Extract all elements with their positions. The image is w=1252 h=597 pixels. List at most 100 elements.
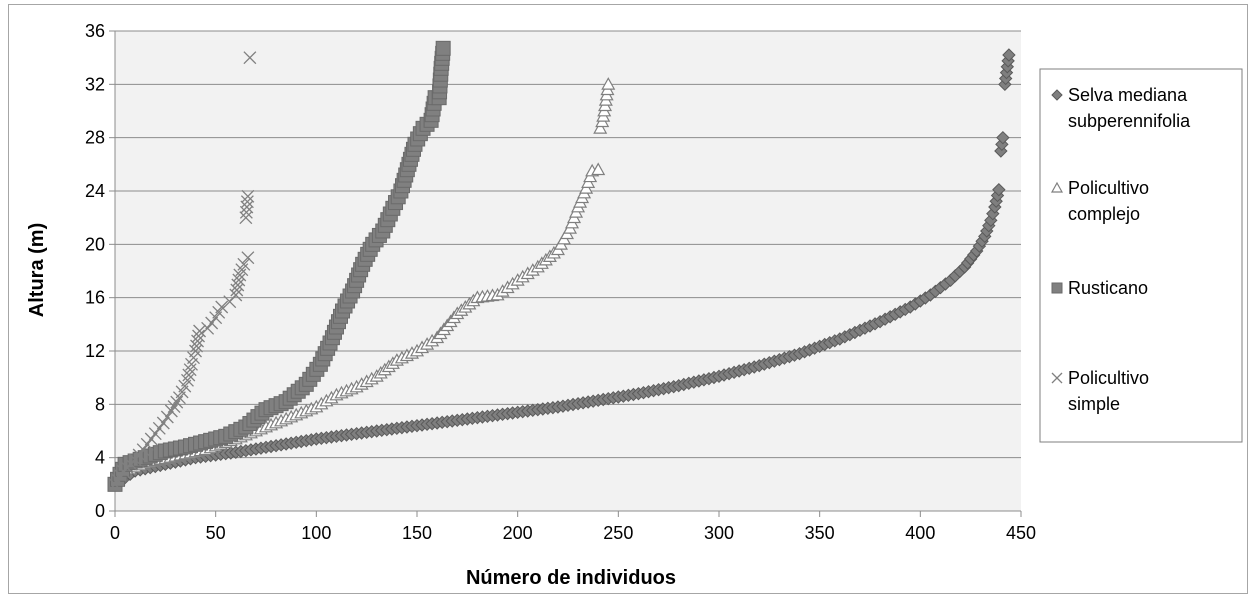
legend-label-3: Policultivo: [1068, 368, 1149, 388]
policultivo-simple-point: [193, 324, 207, 338]
rusticano-point: [435, 40, 451, 56]
policultivo-simple-point: [160, 410, 174, 424]
y-tick-label: 28: [85, 128, 105, 148]
y-axis-label: Altura (m): [26, 223, 48, 317]
legend-label-2: Rusticano: [1068, 278, 1148, 298]
x-stroke: [152, 421, 166, 435]
legend-box: [1039, 68, 1243, 443]
legend-marker-3: [1051, 372, 1063, 384]
y-tick-label: 0: [95, 501, 105, 521]
legend: Selva mediana subperennifolia Policultivo c…: [1039, 68, 1243, 443]
policultivo-simple-point: [241, 189, 255, 203]
policultivo-simple-point: [144, 432, 158, 446]
policultivo-simple-point: [189, 344, 202, 358]
x-stroke: [239, 205, 253, 219]
selva-mediana-subperennifolia-point: [992, 182, 1006, 197]
x-stroke: [182, 368, 196, 382]
legend-label-1: Policultivo: [1068, 178, 1149, 198]
series-0: [108, 48, 1016, 492]
axes: [114, 31, 1021, 512]
x-stroke: [201, 321, 215, 335]
policultivo-simple-point: [231, 278, 245, 292]
policultivo-simple-point: [229, 288, 243, 302]
x-stroke: [239, 211, 253, 225]
y-tick-label: 8: [95, 394, 105, 414]
x-stroke: [229, 288, 243, 302]
selva-mediana-subperennifolia-point: [996, 130, 1010, 145]
x-tick-label: 0: [110, 523, 120, 543]
policultivo-simple-point: [239, 211, 253, 225]
x-stroke: [240, 200, 254, 214]
policultivo-simple-point: [136, 443, 150, 457]
series-3: [108, 51, 257, 491]
policultivo-simple-point: [156, 416, 170, 430]
policultivo-simple-point: [140, 437, 154, 451]
policultivo-complejo-point: [591, 162, 606, 176]
policultivo-simple-point: [232, 273, 246, 287]
y-tick-label: 12: [85, 341, 105, 361]
x-stroke: [140, 437, 154, 451]
x-tick-label: 50: [206, 523, 226, 543]
policultivo-simple-point: [132, 448, 146, 462]
legend-label-0: Selva mediana: [1068, 85, 1188, 105]
policultivo-simple-point: [237, 257, 251, 271]
x-axis-label: Número de individuos: [466, 567, 676, 589]
legend-label-1: complejo: [1068, 204, 1140, 224]
chart-frame: [8, 4, 1248, 594]
y-tick-label: 20: [85, 234, 105, 254]
policultivo-complejo-point: [593, 121, 608, 134]
legend-label-0: subperennifolia: [1068, 111, 1191, 131]
x-axis-ticks: 0 50 100 150 200 250 300 350 400 450: [110, 511, 1036, 543]
x-stroke: [240, 195, 254, 209]
x-tick-label: 350: [805, 523, 835, 543]
y-tick-label: 24: [85, 181, 105, 201]
y-tick-label: 16: [85, 288, 105, 308]
y-axis-ticks: 0 4 8 12 16 20 24 28 32 36: [85, 21, 115, 521]
x-stroke: [215, 300, 229, 314]
policultivo-simple-point: [191, 334, 205, 348]
policultivo-simple-point: [201, 321, 215, 335]
policultivo-simple-point: [190, 339, 203, 353]
policultivo-complejo-point: [601, 77, 616, 90]
legend-label-3: simple: [1068, 394, 1120, 414]
y-tick-label: 4: [95, 448, 105, 468]
x-tick-label: 400: [905, 523, 935, 543]
policultivo-simple-point: [243, 51, 257, 65]
x-stroke: [181, 373, 194, 387]
policultivo-simple-point: [215, 300, 229, 314]
x-tick-label: 100: [301, 523, 331, 543]
policultivo-simple-point: [241, 251, 255, 265]
x-stroke: [241, 251, 255, 265]
x-stroke: [156, 416, 170, 430]
x-stroke: [190, 339, 203, 353]
policultivo-simple-point: [152, 421, 166, 435]
x-tick-label: 300: [704, 523, 734, 543]
x-stroke: [189, 344, 202, 358]
x-stroke: [160, 410, 174, 424]
x-stroke: [243, 51, 257, 65]
data-points: [107, 40, 1016, 492]
policultivo-simple-point: [181, 373, 194, 387]
legend-marker-0: [1051, 89, 1063, 101]
policultivo-simple-point: [230, 283, 244, 297]
x-stroke: [183, 363, 197, 377]
x-tick-label: 200: [503, 523, 533, 543]
x-stroke: [144, 432, 158, 446]
policultivo-simple-point: [205, 316, 219, 330]
policultivo-simple-point: [182, 368, 196, 382]
legend-marker-2: [1051, 282, 1063, 294]
x-stroke: [232, 273, 246, 287]
x-stroke: [148, 427, 162, 441]
x-stroke: [192, 329, 206, 343]
x-stroke: [230, 283, 244, 297]
x-tick-label: 450: [1006, 523, 1036, 543]
x-stroke: [1051, 372, 1063, 384]
x-stroke: [136, 443, 150, 457]
x-stroke: [191, 334, 205, 348]
policultivo-simple-point: [240, 195, 254, 209]
policultivo-simple-point: [148, 427, 162, 441]
legend-marker-1: [1050, 181, 1064, 193]
x-stroke: [132, 448, 146, 462]
policultivo-simple-point: [192, 329, 206, 343]
